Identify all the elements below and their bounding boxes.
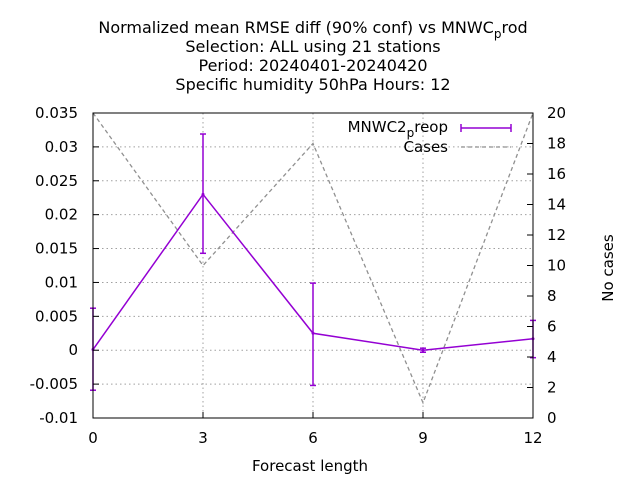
data-point (311, 331, 315, 335)
title-line-2: Selection: ALL using 21 stations (185, 37, 440, 56)
y2-tick-label: 4 (547, 348, 557, 366)
y2-tick-label: 6 (547, 318, 557, 336)
title-line-1: Normalized mean RMSE diff (90% conf) vs … (98, 18, 527, 41)
y2-tick-label: 2 (547, 379, 557, 397)
x-tick-label: 0 (88, 429, 98, 447)
data-point (421, 348, 425, 352)
y-tick-label: -0.005 (30, 375, 78, 393)
y2-tick-label: 18 (547, 135, 566, 153)
y-tick-label: 0.01 (45, 273, 78, 291)
legend-label-cases: Cases (403, 138, 448, 156)
y-tick-label: 0.005 (35, 307, 78, 325)
legend-label-mnwc2-preop: MNWC2preop (348, 118, 448, 140)
x-tick-label: 12 (523, 429, 542, 447)
y2-tick-label: 0 (547, 409, 557, 427)
x-tick-label: 3 (198, 429, 208, 447)
y-tick-label: 0.02 (45, 206, 78, 224)
y-tick-label: 0.015 (35, 240, 78, 258)
cases-line (92, 112, 534, 405)
y-tick-label: -0.01 (39, 409, 78, 427)
y-tick-label: 0.035 (35, 104, 78, 122)
y2-tick-label: 20 (547, 104, 566, 122)
y2-tick-label: 16 (547, 165, 566, 183)
data-point (201, 192, 205, 196)
y2-axis-label: No cases (599, 234, 617, 302)
x-axis-label: Forecast length (252, 457, 368, 475)
chart-title: Normalized mean RMSE diff (90% conf) vs … (98, 18, 527, 94)
x-tick-label: 9 (418, 429, 428, 447)
title-line-3: Period: 20240401-20240420 (198, 56, 427, 75)
y-tick-label: 0.025 (35, 172, 78, 190)
series (90, 112, 536, 405)
y2-tick-label: 10 (547, 257, 566, 275)
y-tick-label: 0 (68, 341, 78, 359)
y2-tick-label: 14 (547, 196, 566, 214)
y2-tick-label: 8 (547, 287, 557, 305)
title-line-4: Specific humidity 50hPa Hours: 12 (175, 75, 450, 94)
axes-ticks: -0.01 -0.005 0 0.005 0.01 0.015 0.02 0.025 0.03 0… (30, 104, 617, 475)
x-tick-label: 6 (308, 429, 318, 447)
y2-tick-label: 12 (547, 226, 566, 244)
y-tick-label: 0.03 (45, 138, 78, 156)
